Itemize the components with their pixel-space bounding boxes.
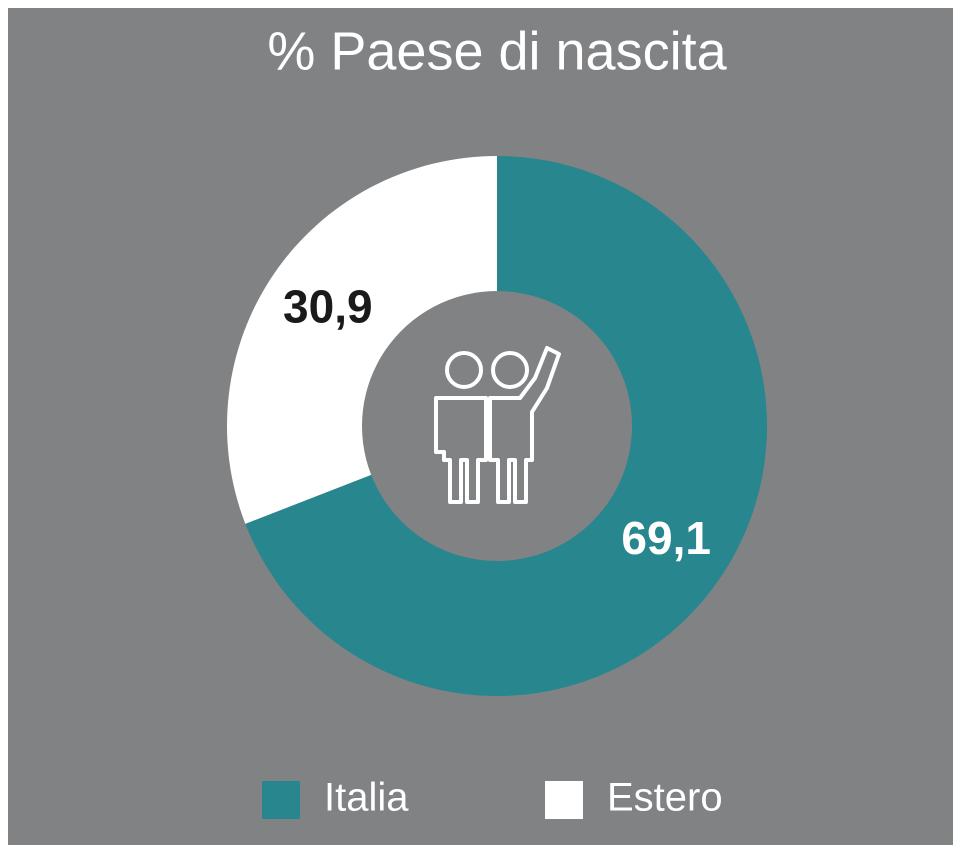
- value-label: 30,9: [283, 280, 373, 332]
- legend-swatch: [262, 781, 300, 819]
- legend-label: Italia: [324, 776, 409, 820]
- people-icon: [434, 346, 561, 504]
- chart-title: % Paese di nascita: [267, 21, 727, 81]
- donut-slice: [227, 156, 498, 524]
- background: [8, 8, 953, 845]
- value-label: 69,1: [621, 512, 711, 564]
- legend-swatch: [545, 781, 583, 819]
- donut-slice: [245, 156, 768, 696]
- legend-label: Estero: [607, 776, 723, 820]
